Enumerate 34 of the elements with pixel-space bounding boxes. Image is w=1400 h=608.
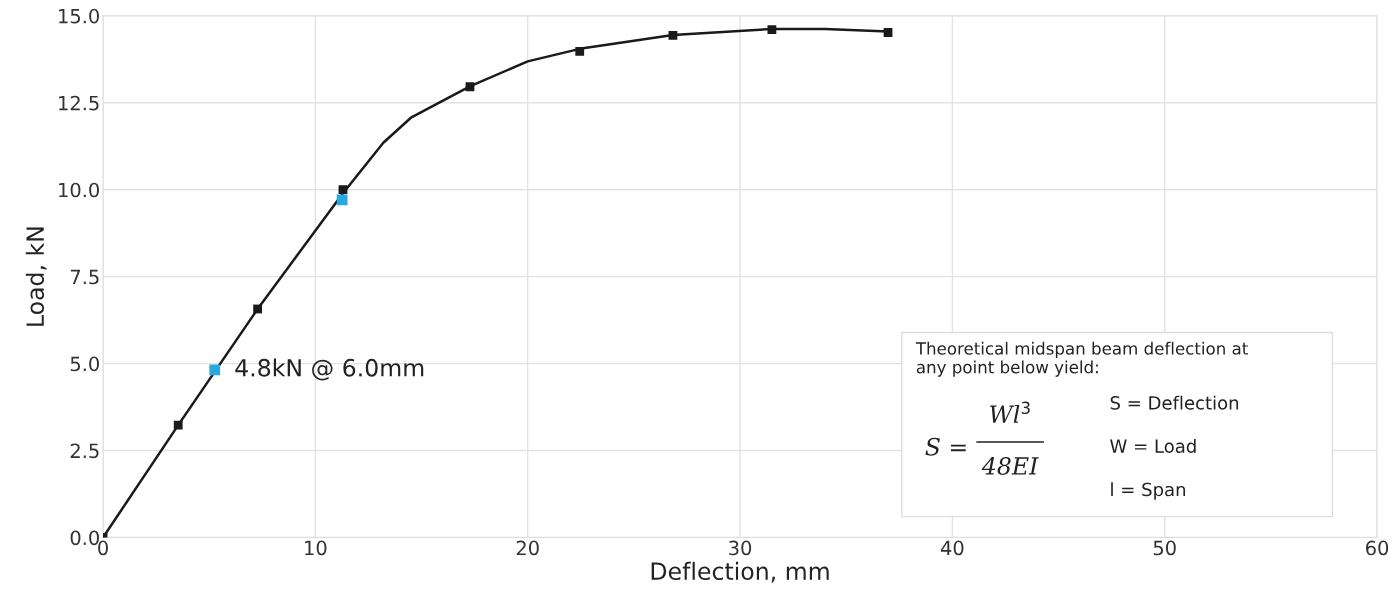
y-tick-label: 10.0 (59, 182, 99, 198)
annotation: 48EI (981, 457, 1039, 475)
x-axis-title: Deflection, mm (651, 561, 829, 583)
x-tick-label: 30 (729, 540, 752, 556)
annotation: Theoretical midspan beam deflection at any point below yield: (915, 341, 1248, 377)
annotation: l = Span (1111, 482, 1186, 500)
y-tick-label: 0.0 (70, 530, 99, 546)
annotation: 4.8kN @ 6.0mm (235, 358, 424, 381)
point (209, 364, 221, 376)
x-tick-label: 60 (1366, 540, 1389, 556)
annotation: S = Deflection (1110, 395, 1239, 410)
annotation: S = (925, 437, 966, 456)
point (465, 82, 475, 92)
x-tick-label: 10 (305, 540, 327, 556)
y-tick-label: 7.5 (70, 269, 99, 285)
y-axis-title: Load, kN (25, 227, 47, 326)
point (883, 28, 893, 37)
x-tick-label: 0 (98, 540, 108, 556)
annotation: Wl$^{3}$ (990, 401, 1030, 423)
point (668, 30, 678, 40)
y-tick-label: 5.0 (70, 356, 99, 372)
y-tick-label: 12.5 (59, 95, 99, 111)
annotation: W = Load (1110, 439, 1196, 453)
x-tick-label: 50 (1153, 540, 1176, 556)
point (253, 304, 263, 314)
point (336, 194, 348, 206)
y-tick-label: 2.5 (70, 443, 99, 459)
x-tick-label: 20 (516, 540, 539, 556)
point (767, 25, 777, 35)
y-tick-label: 15.0 (59, 8, 99, 24)
point (338, 185, 348, 195)
point (575, 46, 585, 56)
point (173, 420, 183, 430)
x-tick-label: 40 (940, 540, 964, 556)
